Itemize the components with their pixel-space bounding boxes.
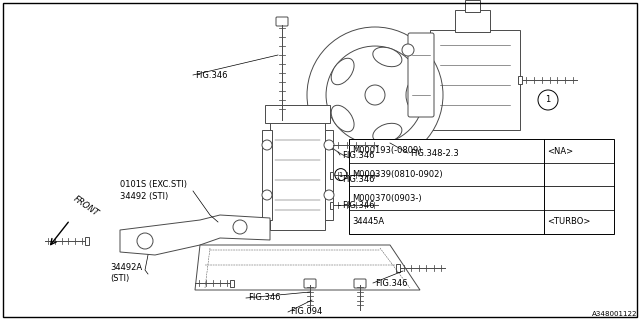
Text: M000193(-0809): M000193(-0809) bbox=[352, 147, 421, 156]
Circle shape bbox=[262, 190, 272, 200]
Circle shape bbox=[233, 220, 247, 234]
FancyBboxPatch shape bbox=[276, 17, 288, 26]
Polygon shape bbox=[330, 141, 333, 148]
Bar bbox=[325, 130, 333, 220]
Ellipse shape bbox=[373, 47, 402, 67]
Text: FIG.346: FIG.346 bbox=[342, 150, 374, 159]
Ellipse shape bbox=[373, 123, 402, 143]
Bar bbox=[455, 10, 490, 32]
Text: M000370(0903-): M000370(0903-) bbox=[352, 194, 421, 203]
Bar bbox=[465, 0, 480, 12]
Text: FIG.346: FIG.346 bbox=[195, 70, 227, 79]
Polygon shape bbox=[330, 202, 333, 209]
Text: FIG.346: FIG.346 bbox=[375, 278, 408, 287]
Circle shape bbox=[365, 85, 385, 105]
Polygon shape bbox=[230, 279, 234, 286]
Bar bbox=[349, 139, 614, 234]
Polygon shape bbox=[120, 215, 270, 255]
Text: 34445A: 34445A bbox=[352, 217, 384, 226]
Polygon shape bbox=[396, 264, 400, 272]
Text: (STI): (STI) bbox=[110, 275, 129, 284]
Polygon shape bbox=[195, 245, 420, 290]
Text: 1: 1 bbox=[339, 172, 343, 178]
Circle shape bbox=[326, 46, 424, 144]
FancyBboxPatch shape bbox=[354, 279, 366, 288]
Circle shape bbox=[335, 169, 347, 180]
Circle shape bbox=[324, 190, 334, 200]
Text: FIG.346: FIG.346 bbox=[248, 293, 280, 302]
Text: <TURBO>: <TURBO> bbox=[547, 217, 590, 226]
Text: 0101S (EXC.STI): 0101S (EXC.STI) bbox=[120, 180, 187, 189]
Circle shape bbox=[538, 90, 558, 110]
FancyBboxPatch shape bbox=[304, 279, 316, 288]
Text: 34492A: 34492A bbox=[110, 263, 142, 273]
Circle shape bbox=[307, 27, 443, 163]
Ellipse shape bbox=[332, 105, 354, 132]
Bar bbox=[265, 105, 330, 123]
Circle shape bbox=[402, 44, 414, 56]
FancyBboxPatch shape bbox=[408, 33, 434, 117]
Text: FIG.346: FIG.346 bbox=[342, 201, 374, 210]
Ellipse shape bbox=[406, 80, 424, 110]
Text: M000339(0810-0902): M000339(0810-0902) bbox=[352, 170, 442, 179]
Ellipse shape bbox=[332, 58, 354, 85]
Circle shape bbox=[262, 140, 272, 150]
Polygon shape bbox=[518, 76, 522, 84]
Bar bbox=[262, 130, 272, 220]
Polygon shape bbox=[330, 172, 333, 179]
Text: A348001122: A348001122 bbox=[591, 311, 637, 317]
Bar bbox=[430, 30, 520, 130]
Circle shape bbox=[324, 140, 334, 150]
Circle shape bbox=[137, 233, 153, 249]
Text: FIG.348-2.3: FIG.348-2.3 bbox=[410, 148, 459, 157]
Text: <NA>: <NA> bbox=[547, 147, 573, 156]
Text: 34492 (STI): 34492 (STI) bbox=[120, 191, 168, 201]
Bar bbox=[270, 120, 325, 230]
Text: FRONT: FRONT bbox=[72, 194, 100, 218]
Polygon shape bbox=[85, 237, 89, 245]
Text: FIG.346: FIG.346 bbox=[342, 175, 374, 185]
Text: 1: 1 bbox=[545, 95, 550, 105]
Text: FIG.094: FIG.094 bbox=[290, 308, 323, 316]
